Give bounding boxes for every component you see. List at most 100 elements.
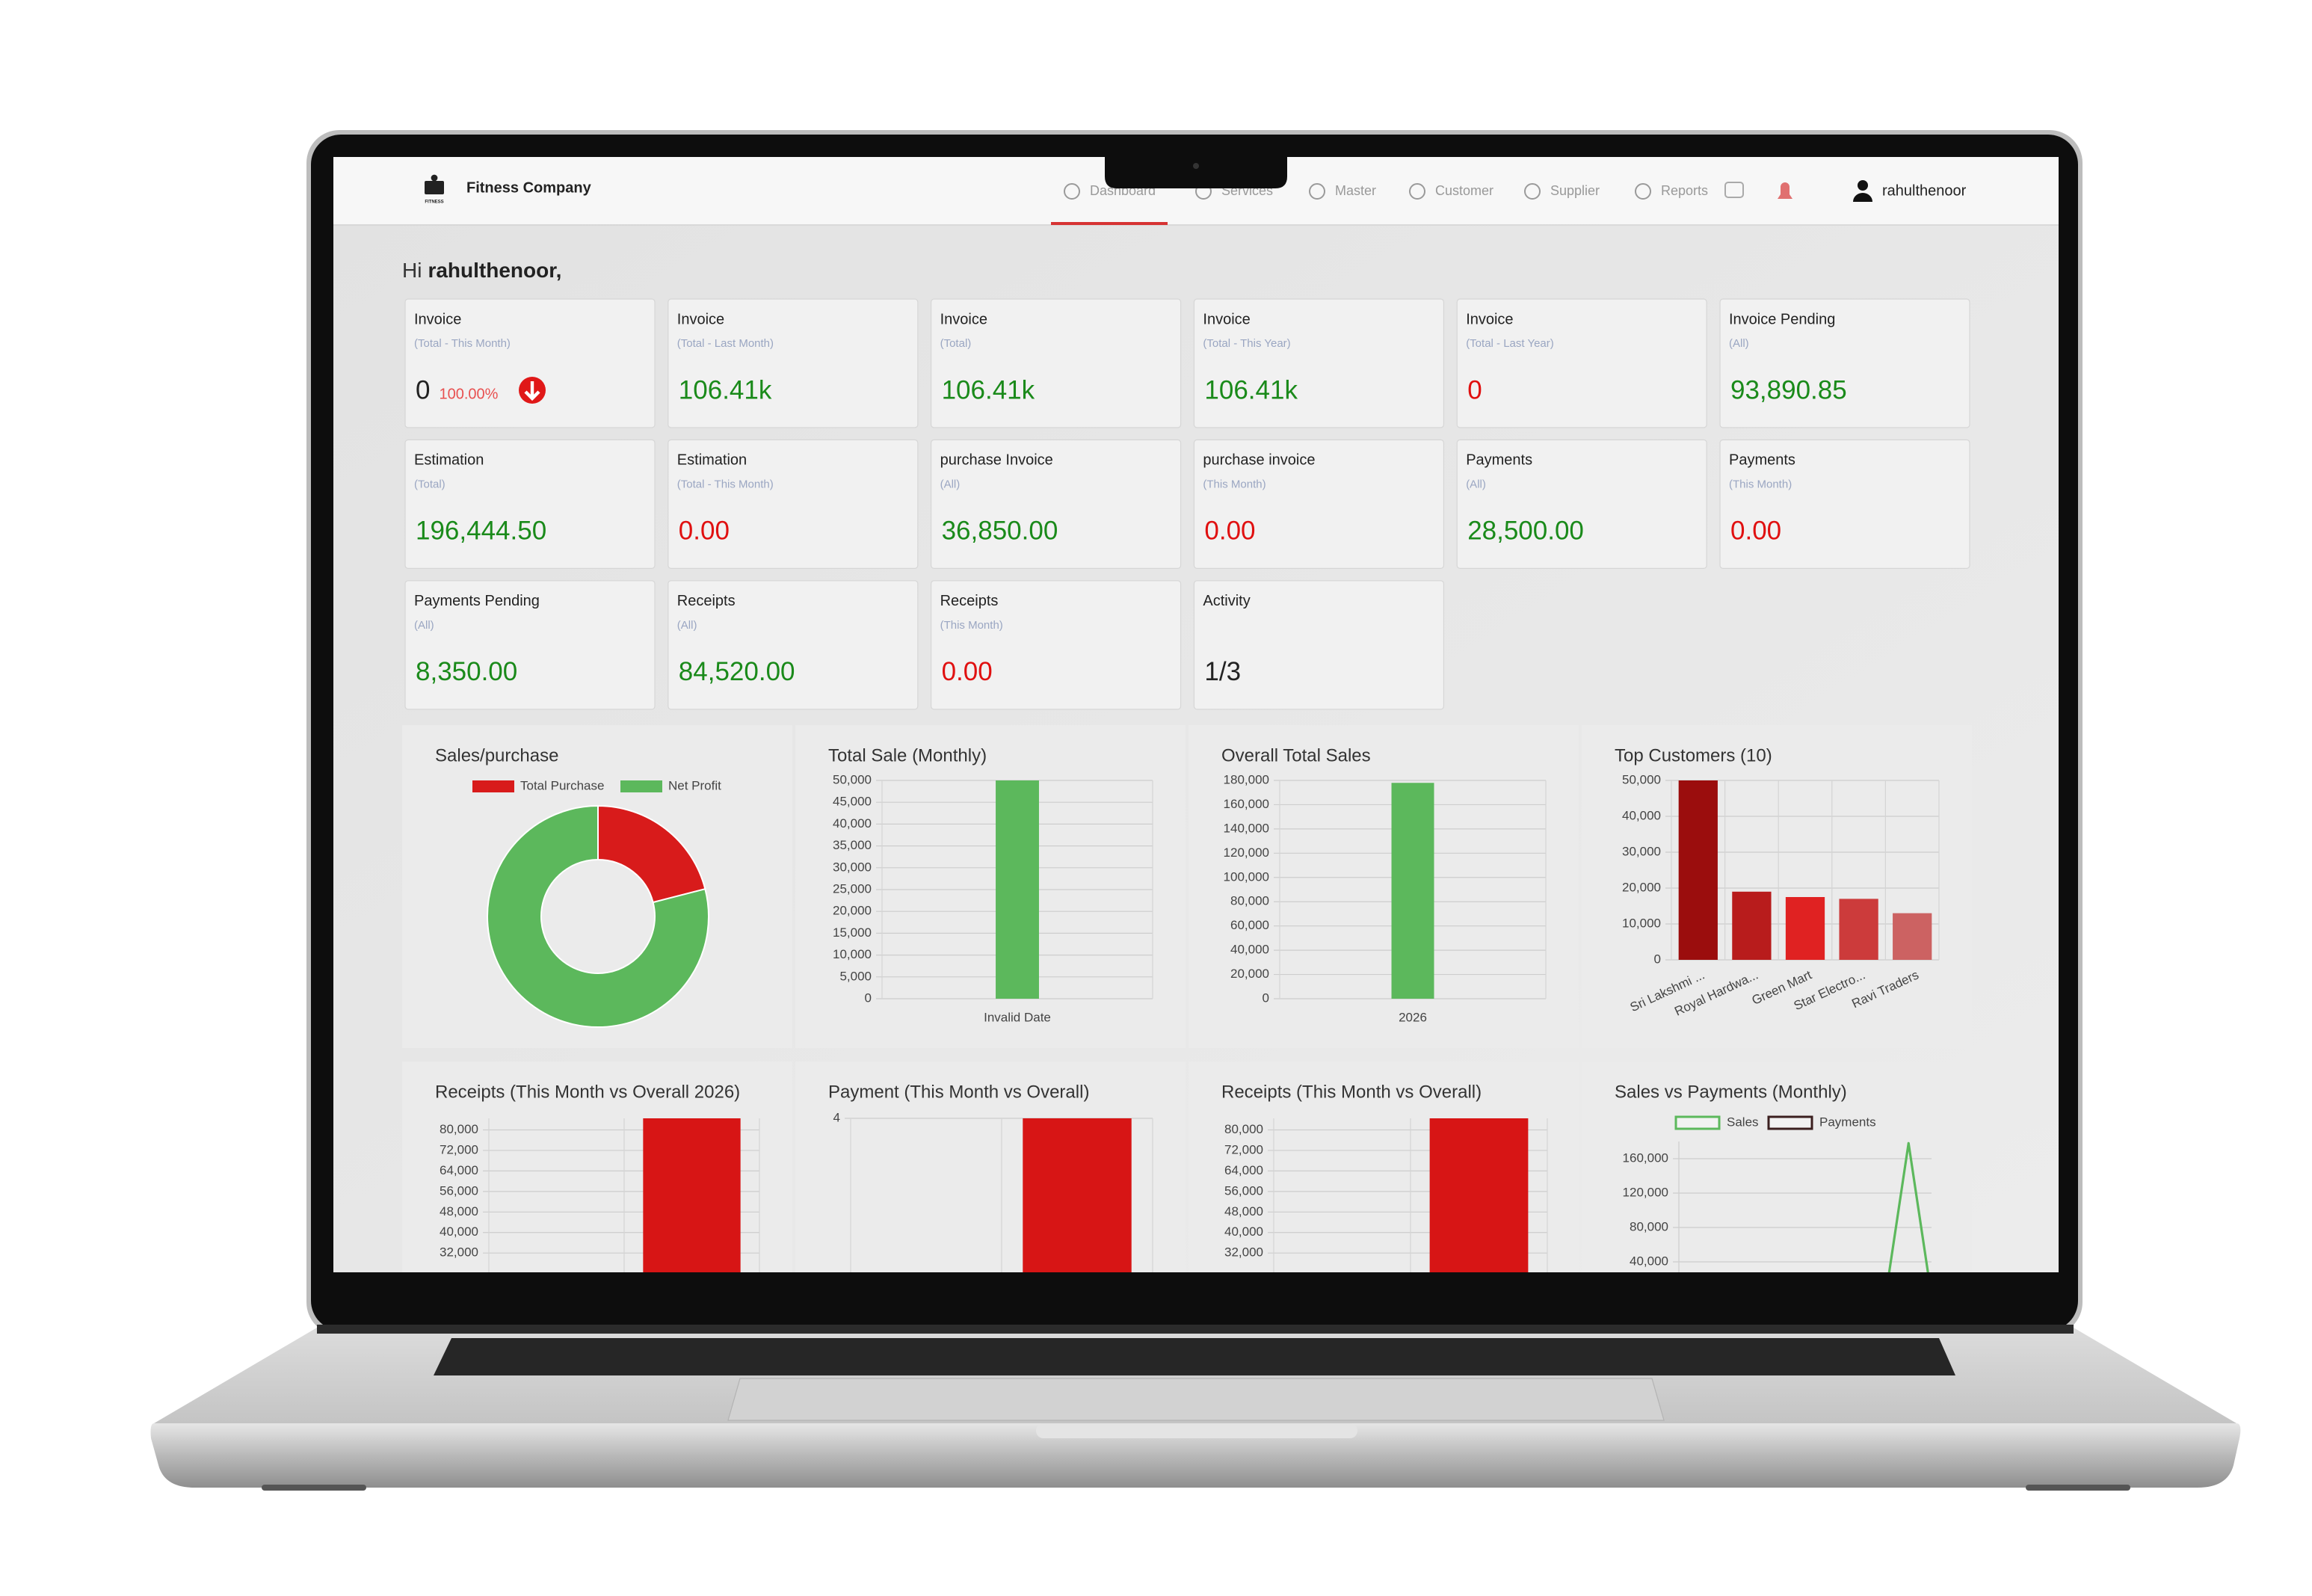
trackpad [727,1378,1665,1421]
card[interactable] [404,298,656,428]
y-tick-label: 40,000 [440,1224,478,1239]
nav-icon[interactable] [1524,183,1541,200]
y-tick-label: 80,000 [440,1122,478,1136]
card-subtitle: (Total - Last Month) [677,337,774,350]
card-value: 1/3 [1204,657,1241,686]
legend-label: Sales [1727,1115,1759,1129]
y-tick-label: 15,000 [833,925,872,940]
legend-label: Net Profit [668,778,721,792]
chart-panel [1582,725,1972,1048]
card-title: Invoice [1466,311,1513,327]
y-tick-label: 40,000 [1622,808,1661,822]
bar [1785,897,1825,960]
card-subtitle: (All) [414,619,434,632]
card-subtitle: (Total - This Month) [677,478,774,490]
logo: FITNESS [425,174,444,205]
card-subtitle: (Total - This Month) [414,337,511,350]
user-icon[interactable] [1858,180,1868,191]
card[interactable] [930,439,1182,570]
y-tick-label: 30,000 [833,860,872,874]
user-name[interactable]: rahulthenoor [1882,182,1967,199]
y-tick-label: 40,000 [833,816,872,831]
nav-icon[interactable] [1635,183,1651,200]
card-title: purchase Invoice [940,452,1053,469]
chart-title: Total Sale (Monthly) [828,745,987,765]
card-value: 0 [416,375,430,404]
card-title: Invoice [940,311,987,327]
card-subtitle: (Total - This Year) [1203,337,1290,350]
card[interactable] [1719,439,1970,570]
card[interactable] [930,298,1182,428]
bar [996,780,1039,999]
nav-item[interactable]: Reports [1661,183,1708,198]
card[interactable] [668,298,919,428]
greeting-name: rahulthenoor, [428,259,561,282]
card-title: Receipts [677,593,736,609]
y-tick-label: 5,000 [839,969,872,983]
card-value: 106.41k [942,375,1035,404]
card[interactable] [1456,298,1707,428]
nav-item[interactable]: Customer [1435,183,1493,198]
nav-icon[interactable] [1309,183,1325,200]
nav-item[interactable]: Master [1335,183,1376,198]
nav-item[interactable]: Supplier [1550,183,1600,198]
card[interactable] [668,580,919,710]
card-subtitle: (All) [940,478,961,490]
y-tick-label: 32,000 [440,1245,478,1260]
camera [1193,163,1199,169]
logo-mark [431,174,438,182]
card-title: purchase invoice [1203,452,1315,469]
card[interactable] [404,580,656,710]
chart-title: Payment (This Month vs Overall) [828,1082,1089,1102]
card[interactable] [1193,298,1445,428]
card-value: 36,850.00 [942,517,1058,546]
card-subtitle: (Total - Last Year) [1466,337,1554,350]
card-title: Payments [1466,452,1532,469]
card-title: Estimation [414,452,484,469]
bell-icon[interactable] [1778,182,1792,199]
legend-swatch [1674,1115,1721,1130]
y-tick-label: 100,000 [1224,869,1269,884]
y-tick-label: 0 [1263,990,1269,1005]
nav-icon[interactable] [1409,183,1425,200]
x-tick-label: Invalid Date [984,1010,1051,1024]
card-subtitle: (All) [1729,337,1749,350]
y-tick-label: 4 [833,1110,840,1124]
card[interactable] [668,439,919,570]
card-value: 196,444.50 [416,517,546,546]
card[interactable] [1193,580,1445,710]
card-title: Payments Pending [414,593,540,609]
y-tick-label: 48,000 [1224,1204,1263,1218]
card[interactable] [404,439,656,570]
card[interactable] [1193,439,1445,570]
card-subtitle: (Total) [414,478,446,490]
bar [1678,780,1718,960]
logo-mark [425,181,444,194]
y-tick-label: 180,000 [1224,772,1269,786]
chart-panel [795,725,1186,1048]
chart-title: Receipts (This Month vs Overall) [1221,1082,1482,1102]
card[interactable] [930,580,1182,710]
y-tick-label: 160,000 [1623,1150,1668,1165]
legend-swatch [620,780,662,792]
nav-icon[interactable] [1064,183,1080,200]
y-tick-label: 50,000 [833,772,872,786]
bar [1391,783,1434,999]
y-tick-label: 20,000 [833,904,872,918]
y-tick-label: 80,000 [1224,1122,1263,1136]
card-title: Invoice [677,311,724,327]
card-subtitle: (All) [677,619,697,632]
plugin-icon[interactable] [1724,182,1744,198]
card-title: Receipts [940,593,999,609]
user-icon[interactable] [1853,193,1872,202]
card-value: 0.00 [1730,517,1781,546]
legend-swatch [1767,1115,1813,1130]
y-tick-label: 20,000 [1230,967,1269,981]
y-tick-label: 30,000 [1622,844,1661,858]
card[interactable] [1456,439,1707,570]
y-tick-label: 32,000 [1224,1245,1263,1260]
card[interactable] [1719,298,1970,428]
y-tick-label: 56,000 [440,1183,478,1198]
brand[interactable]: Fitness Company [466,179,592,196]
